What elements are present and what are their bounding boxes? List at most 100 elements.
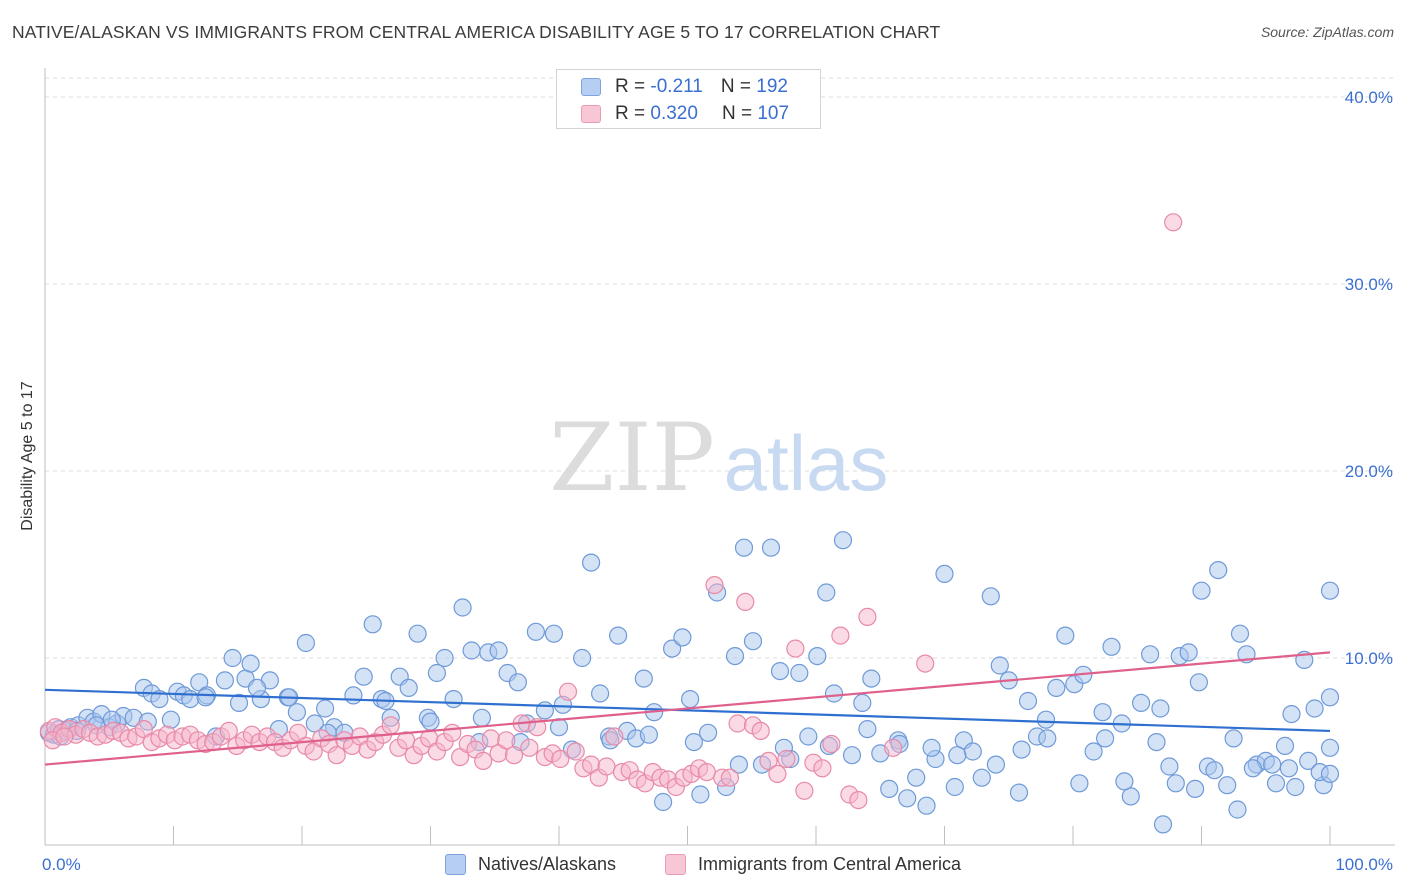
point-natives	[427, 663, 446, 683]
point-immigrants	[751, 721, 770, 741]
chart-title: NATIVE/ALASKAN VS IMMIGRANTS FROM CENTRA…	[12, 22, 941, 42]
point-natives	[1228, 800, 1247, 819]
point-immigrants	[566, 742, 585, 761]
point-natives	[344, 686, 363, 705]
legend-r-value: 0.320	[650, 103, 698, 124]
x-tick-label-max: 100.0%	[1335, 855, 1393, 874]
point-immigrants	[327, 746, 346, 765]
legend-n-label: N =	[720, 76, 751, 97]
point-natives	[808, 646, 827, 666]
point-natives	[935, 564, 954, 584]
point-immigrants	[728, 714, 747, 733]
point-natives	[247, 678, 267, 698]
bottom-legend-natives: Natives/Alaskans	[445, 852, 616, 876]
point-natives	[972, 768, 991, 787]
point-natives	[453, 598, 472, 617]
point-natives	[945, 777, 964, 797]
point-immigrants	[858, 607, 877, 627]
point-natives	[150, 689, 169, 709]
point-immigrants	[558, 682, 578, 701]
point-natives	[161, 710, 180, 729]
watermark: ZIP atlas	[549, 404, 888, 513]
legend-n-value: 107	[757, 103, 790, 124]
point-immigrants	[736, 592, 755, 612]
point-natives	[241, 654, 260, 673]
point-natives	[1070, 774, 1089, 793]
point-natives	[544, 624, 564, 643]
point-natives	[1189, 673, 1209, 692]
point-natives	[1115, 772, 1134, 791]
point-natives	[673, 628, 692, 647]
watermark-zip: ZIP	[549, 404, 715, 513]
point-immigrants	[474, 751, 493, 771]
point-natives	[572, 648, 592, 668]
legend: R = -0.211 N = 192 R = 0.320 N = 107	[556, 69, 821, 129]
point-natives	[698, 723, 718, 742]
point-natives	[535, 701, 555, 720]
point-immigrants	[219, 721, 238, 741]
point-natives	[354, 667, 373, 686]
point-natives	[1018, 691, 1038, 711]
point-natives	[898, 789, 917, 808]
point-natives	[1121, 787, 1140, 806]
point-natives	[1056, 626, 1075, 645]
point-immigrants	[916, 654, 935, 673]
y-tick-label: 40.0%	[1345, 88, 1393, 107]
point-natives	[684, 732, 704, 752]
point-immigrants	[883, 738, 903, 757]
point-natives	[639, 725, 659, 744]
legend-r-label: R =	[615, 76, 646, 97]
grid-lines	[45, 77, 1395, 659]
point-natives	[399, 678, 418, 698]
point-natives	[421, 712, 440, 731]
point-natives	[1320, 764, 1340, 784]
point-natives	[853, 693, 872, 713]
point-natives	[444, 689, 463, 709]
point-natives	[1209, 560, 1228, 580]
legend-r-label: R =	[615, 103, 646, 124]
point-natives	[990, 656, 1009, 675]
point-natives	[1218, 776, 1237, 795]
legend-row-natives: R = -0.211 N = 192	[581, 75, 788, 99]
point-immigrants	[705, 575, 724, 595]
bottom-legend-swatch-pink	[665, 853, 686, 875]
point-natives	[680, 689, 700, 709]
point-immigrants	[822, 734, 841, 754]
point-immigrants	[381, 716, 400, 735]
point-natives	[408, 624, 427, 643]
point-natives	[948, 746, 967, 765]
bottom-legend-swatch-blue	[445, 853, 466, 875]
point-natives	[880, 779, 899, 799]
legend-n-label: N =	[721, 103, 753, 124]
point-natives	[1140, 645, 1160, 664]
watermark-atlas: atlas	[724, 419, 889, 507]
point-natives	[817, 583, 836, 602]
y-tick-label: 20.0%	[1345, 462, 1393, 481]
point-natives	[1084, 742, 1103, 761]
point-natives	[842, 746, 862, 765]
point-natives	[1320, 688, 1340, 707]
point-immigrants	[481, 729, 500, 748]
legend-row-immigrants: R = 0.320 N = 107	[581, 102, 789, 126]
point-natives	[1185, 779, 1205, 799]
point-natives	[1263, 755, 1282, 774]
point-natives	[1147, 732, 1166, 752]
trend-line-natives	[44, 688, 1331, 733]
point-natives	[1230, 624, 1250, 643]
point-natives	[1279, 759, 1299, 778]
point-natives	[770, 661, 790, 681]
tick-labels: 10.0% 20.0% 30.0% 40.0% 0.0% 100.0%	[42, 88, 1393, 874]
point-natives	[1131, 693, 1151, 713]
point-immigrants	[520, 738, 539, 757]
point-natives	[363, 615, 382, 634]
trend-lines	[44, 651, 1331, 766]
point-natives	[691, 785, 710, 804]
point-immigrants	[504, 746, 524, 765]
point-immigrants	[1164, 213, 1183, 232]
point-natives	[489, 641, 508, 660]
series-natives-points	[39, 531, 1340, 834]
point-natives	[1299, 751, 1318, 771]
point-immigrants	[831, 626, 850, 645]
point-natives	[662, 639, 682, 658]
